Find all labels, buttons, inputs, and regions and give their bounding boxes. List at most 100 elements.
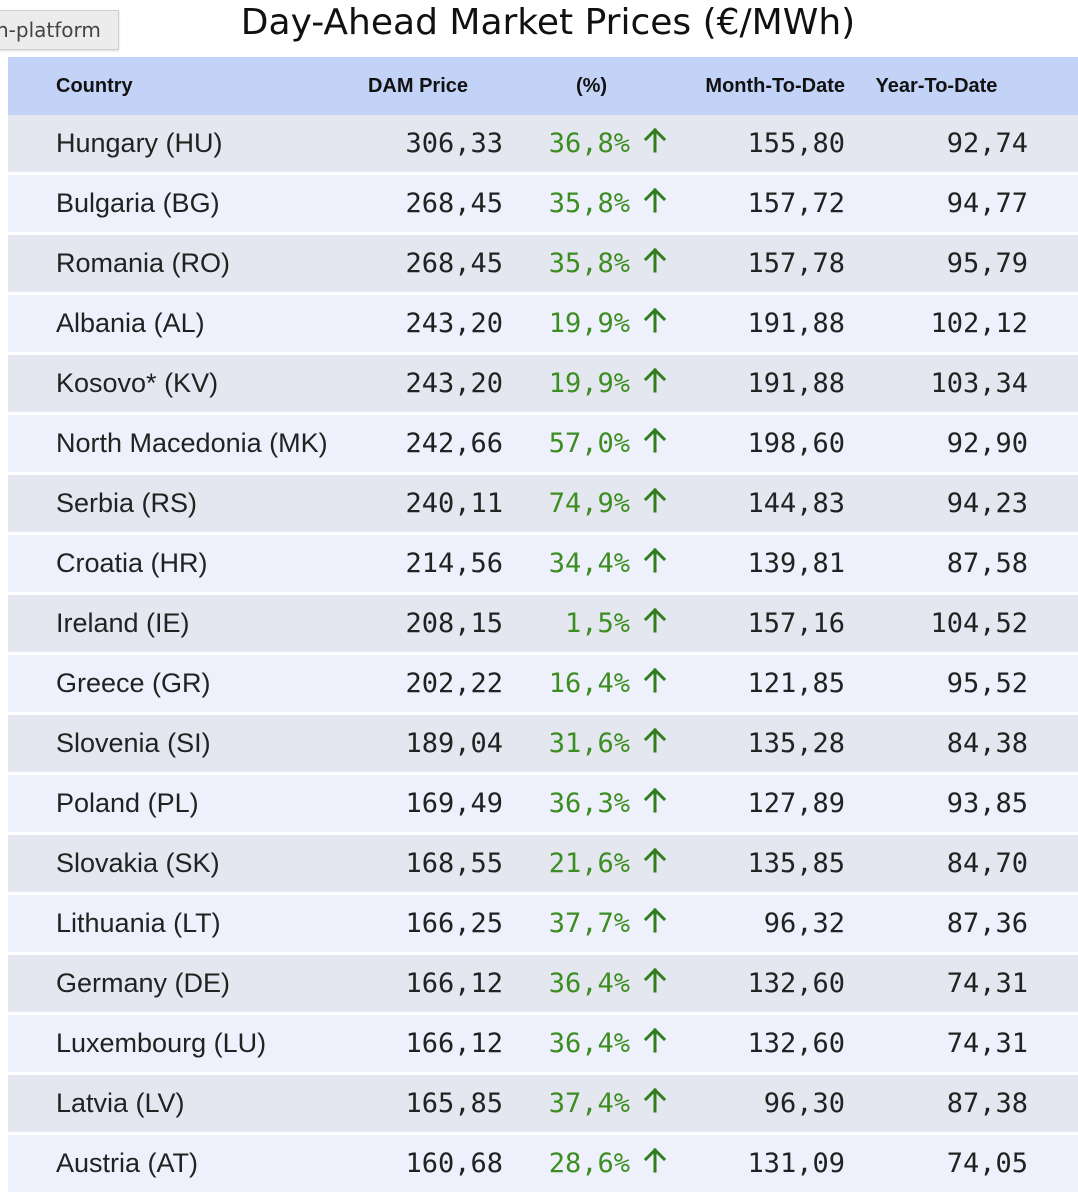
table-row[interactable]: Ireland (IE) 208,15 1,5% 157,16 104,52 bbox=[8, 595, 1078, 655]
percent-change-cell: 16,4% bbox=[548, 668, 630, 699]
percent-change-cell: 34,4% bbox=[548, 548, 630, 579]
dam-price-cell: 214,56 bbox=[405, 548, 503, 579]
month-to-date-cell: 198,60 bbox=[747, 428, 845, 459]
up-arrow-icon bbox=[644, 127, 666, 153]
country-cell: Hungary (HU) bbox=[56, 128, 223, 158]
month-to-date-cell: 121,85 bbox=[747, 668, 845, 699]
table-row[interactable]: Slovenia (SI) 189,04 31,6% 135,28 84,38 bbox=[8, 715, 1078, 775]
up-arrow-icon bbox=[644, 907, 666, 933]
month-to-date-cell: 155,80 bbox=[747, 128, 845, 159]
dam-price-cell: 160,68 bbox=[405, 1148, 503, 1179]
country-cell: North Macedonia (MK) bbox=[56, 428, 328, 458]
month-to-date-cell: 132,60 bbox=[747, 1028, 845, 1059]
country-cell: Ireland (IE) bbox=[56, 608, 190, 638]
country-cell: Romania (RO) bbox=[56, 248, 231, 278]
trend-cell bbox=[630, 307, 680, 340]
trend-cell bbox=[630, 847, 680, 880]
table-row[interactable]: North Macedonia (MK) 242,66 57,0% 198,60… bbox=[8, 415, 1078, 475]
page-title: Day-Ahead Market Prices (€/MWh) bbox=[240, 2, 856, 43]
tooltip: n-platform bbox=[0, 10, 119, 50]
dam-price-cell: 189,04 bbox=[405, 728, 503, 759]
dam-price-cell: 202,22 bbox=[405, 668, 503, 699]
trend-cell bbox=[630, 547, 680, 580]
dam-price-cell: 165,85 bbox=[405, 1088, 503, 1119]
country-cell: Kosovo* (KV) bbox=[56, 368, 219, 398]
up-arrow-icon bbox=[644, 1087, 666, 1113]
up-arrow-icon bbox=[644, 367, 666, 393]
dam-price-cell: 166,25 bbox=[405, 908, 503, 939]
country-cell: Germany (DE) bbox=[56, 968, 231, 998]
table-row[interactable]: Lithuania (LT) 166,25 37,7% 96,32 87,36 bbox=[8, 895, 1078, 955]
percent-change-cell: 31,6% bbox=[548, 728, 630, 759]
table-row[interactable]: Luxembourg (LU) 166,12 36,4% 132,60 74,3… bbox=[8, 1015, 1078, 1075]
year-to-date-cell: 95,52 bbox=[946, 668, 1028, 699]
trend-cell bbox=[630, 667, 680, 700]
month-to-date-cell: 96,32 bbox=[763, 908, 845, 939]
year-to-date-cell: 74,31 bbox=[946, 968, 1028, 999]
country-cell: Lithuania (LT) bbox=[56, 908, 221, 938]
up-arrow-icon bbox=[644, 1147, 666, 1173]
country-cell: Albania (AL) bbox=[56, 308, 205, 338]
percent-change-cell: 36,4% bbox=[548, 1028, 630, 1059]
year-to-date-cell: 94,77 bbox=[946, 188, 1028, 219]
table-row[interactable]: Bulgaria (BG) 268,45 35,8% 157,72 94,77 bbox=[8, 175, 1078, 235]
table-row[interactable]: Austria (AT) 160,68 28,6% 131,09 74,05 bbox=[8, 1135, 1078, 1195]
percent-change-cell: 37,7% bbox=[548, 908, 630, 939]
trend-cell bbox=[630, 607, 680, 640]
year-to-date-cell: 102,12 bbox=[930, 308, 1028, 339]
percent-change-cell: 21,6% bbox=[548, 848, 630, 879]
dam-price-cell: 306,33 bbox=[405, 128, 503, 159]
up-arrow-icon bbox=[644, 307, 666, 333]
up-arrow-icon bbox=[644, 187, 666, 213]
month-to-date-cell: 96,30 bbox=[763, 1088, 845, 1119]
month-to-date-cell: 191,88 bbox=[747, 308, 845, 339]
year-to-date-cell: 92,74 bbox=[946, 128, 1028, 159]
trend-cell bbox=[630, 907, 680, 940]
month-to-date-cell: 157,16 bbox=[747, 608, 845, 639]
table-row[interactable]: Serbia (RS) 240,11 74,9% 144,83 94,23 bbox=[8, 475, 1078, 535]
column-header-country[interactable]: Country bbox=[56, 74, 133, 97]
dam-price-cell: 243,20 bbox=[405, 308, 503, 339]
up-arrow-icon bbox=[644, 967, 666, 993]
table-row[interactable]: Albania (AL) 243,20 19,9% 191,88 102,12 bbox=[8, 295, 1078, 355]
percent-change-cell: 57,0% bbox=[548, 428, 630, 459]
table-row[interactable]: Slovakia (SK) 168,55 21,6% 135,85 84,70 bbox=[8, 835, 1078, 895]
up-arrow-icon bbox=[644, 607, 666, 633]
year-to-date-cell: 92,90 bbox=[946, 428, 1028, 459]
trend-cell bbox=[630, 367, 680, 400]
column-header-month-to-date[interactable]: Month-To-Date bbox=[705, 74, 845, 97]
up-arrow-icon bbox=[644, 1027, 666, 1053]
table-row[interactable]: Latvia (LV) 165,85 37,4% 96,30 87,38 bbox=[8, 1075, 1078, 1135]
month-to-date-cell: 144,83 bbox=[747, 488, 845, 519]
tooltip-text: n-platform bbox=[0, 18, 101, 42]
up-arrow-icon bbox=[644, 427, 666, 453]
table-row[interactable]: Greece (GR) 202,22 16,4% 121,85 95,52 bbox=[8, 655, 1078, 715]
dam-price-cell: 243,20 bbox=[405, 368, 503, 399]
table-row[interactable]: Romania (RO) 268,45 35,8% 157,78 95,79 bbox=[8, 235, 1078, 295]
table-row[interactable]: Croatia (HR) 214,56 34,4% 139,81 87,58 bbox=[8, 535, 1078, 595]
country-cell: Slovakia (SK) bbox=[56, 848, 220, 878]
table-row[interactable]: Kosovo* (KV) 243,20 19,9% 191,88 103,34 bbox=[8, 355, 1078, 415]
dam-price-cell: 268,45 bbox=[405, 188, 503, 219]
year-to-date-cell: 103,34 bbox=[930, 368, 1028, 399]
month-to-date-cell: 139,81 bbox=[747, 548, 845, 579]
month-to-date-cell: 135,85 bbox=[747, 848, 845, 879]
month-to-date-cell: 131,09 bbox=[747, 1148, 845, 1179]
country-cell: Austria (AT) bbox=[56, 1148, 199, 1178]
column-header-year-to-date[interactable]: Year-To-Date bbox=[875, 74, 998, 97]
month-to-date-cell: 127,89 bbox=[747, 788, 845, 819]
column-header-percent[interactable]: (%) bbox=[575, 74, 608, 97]
year-to-date-cell: 93,85 bbox=[946, 788, 1028, 819]
table-row[interactable]: Germany (DE) 166,12 36,4% 132,60 74,31 bbox=[8, 955, 1078, 1015]
table-row[interactable]: Poland (PL) 169,49 36,3% 127,89 93,85 bbox=[8, 775, 1078, 835]
trend-cell bbox=[630, 1027, 680, 1060]
dam-price-cell: 169,49 bbox=[405, 788, 503, 819]
trend-cell bbox=[630, 1087, 680, 1120]
year-to-date-cell: 104,52 bbox=[930, 608, 1028, 639]
country-cell: Bulgaria (BG) bbox=[56, 188, 220, 218]
percent-change-cell: 19,9% bbox=[548, 368, 630, 399]
column-header-dam-price[interactable]: DAM Price bbox=[367, 74, 468, 97]
country-cell: Luxembourg (LU) bbox=[56, 1028, 267, 1058]
table-row[interactable]: Hungary (HU) 306,33 36,8% 155,80 92,74 bbox=[8, 115, 1078, 175]
prices-table: Country DAM Price (%) Month-To-Date Year… bbox=[8, 57, 1078, 1195]
